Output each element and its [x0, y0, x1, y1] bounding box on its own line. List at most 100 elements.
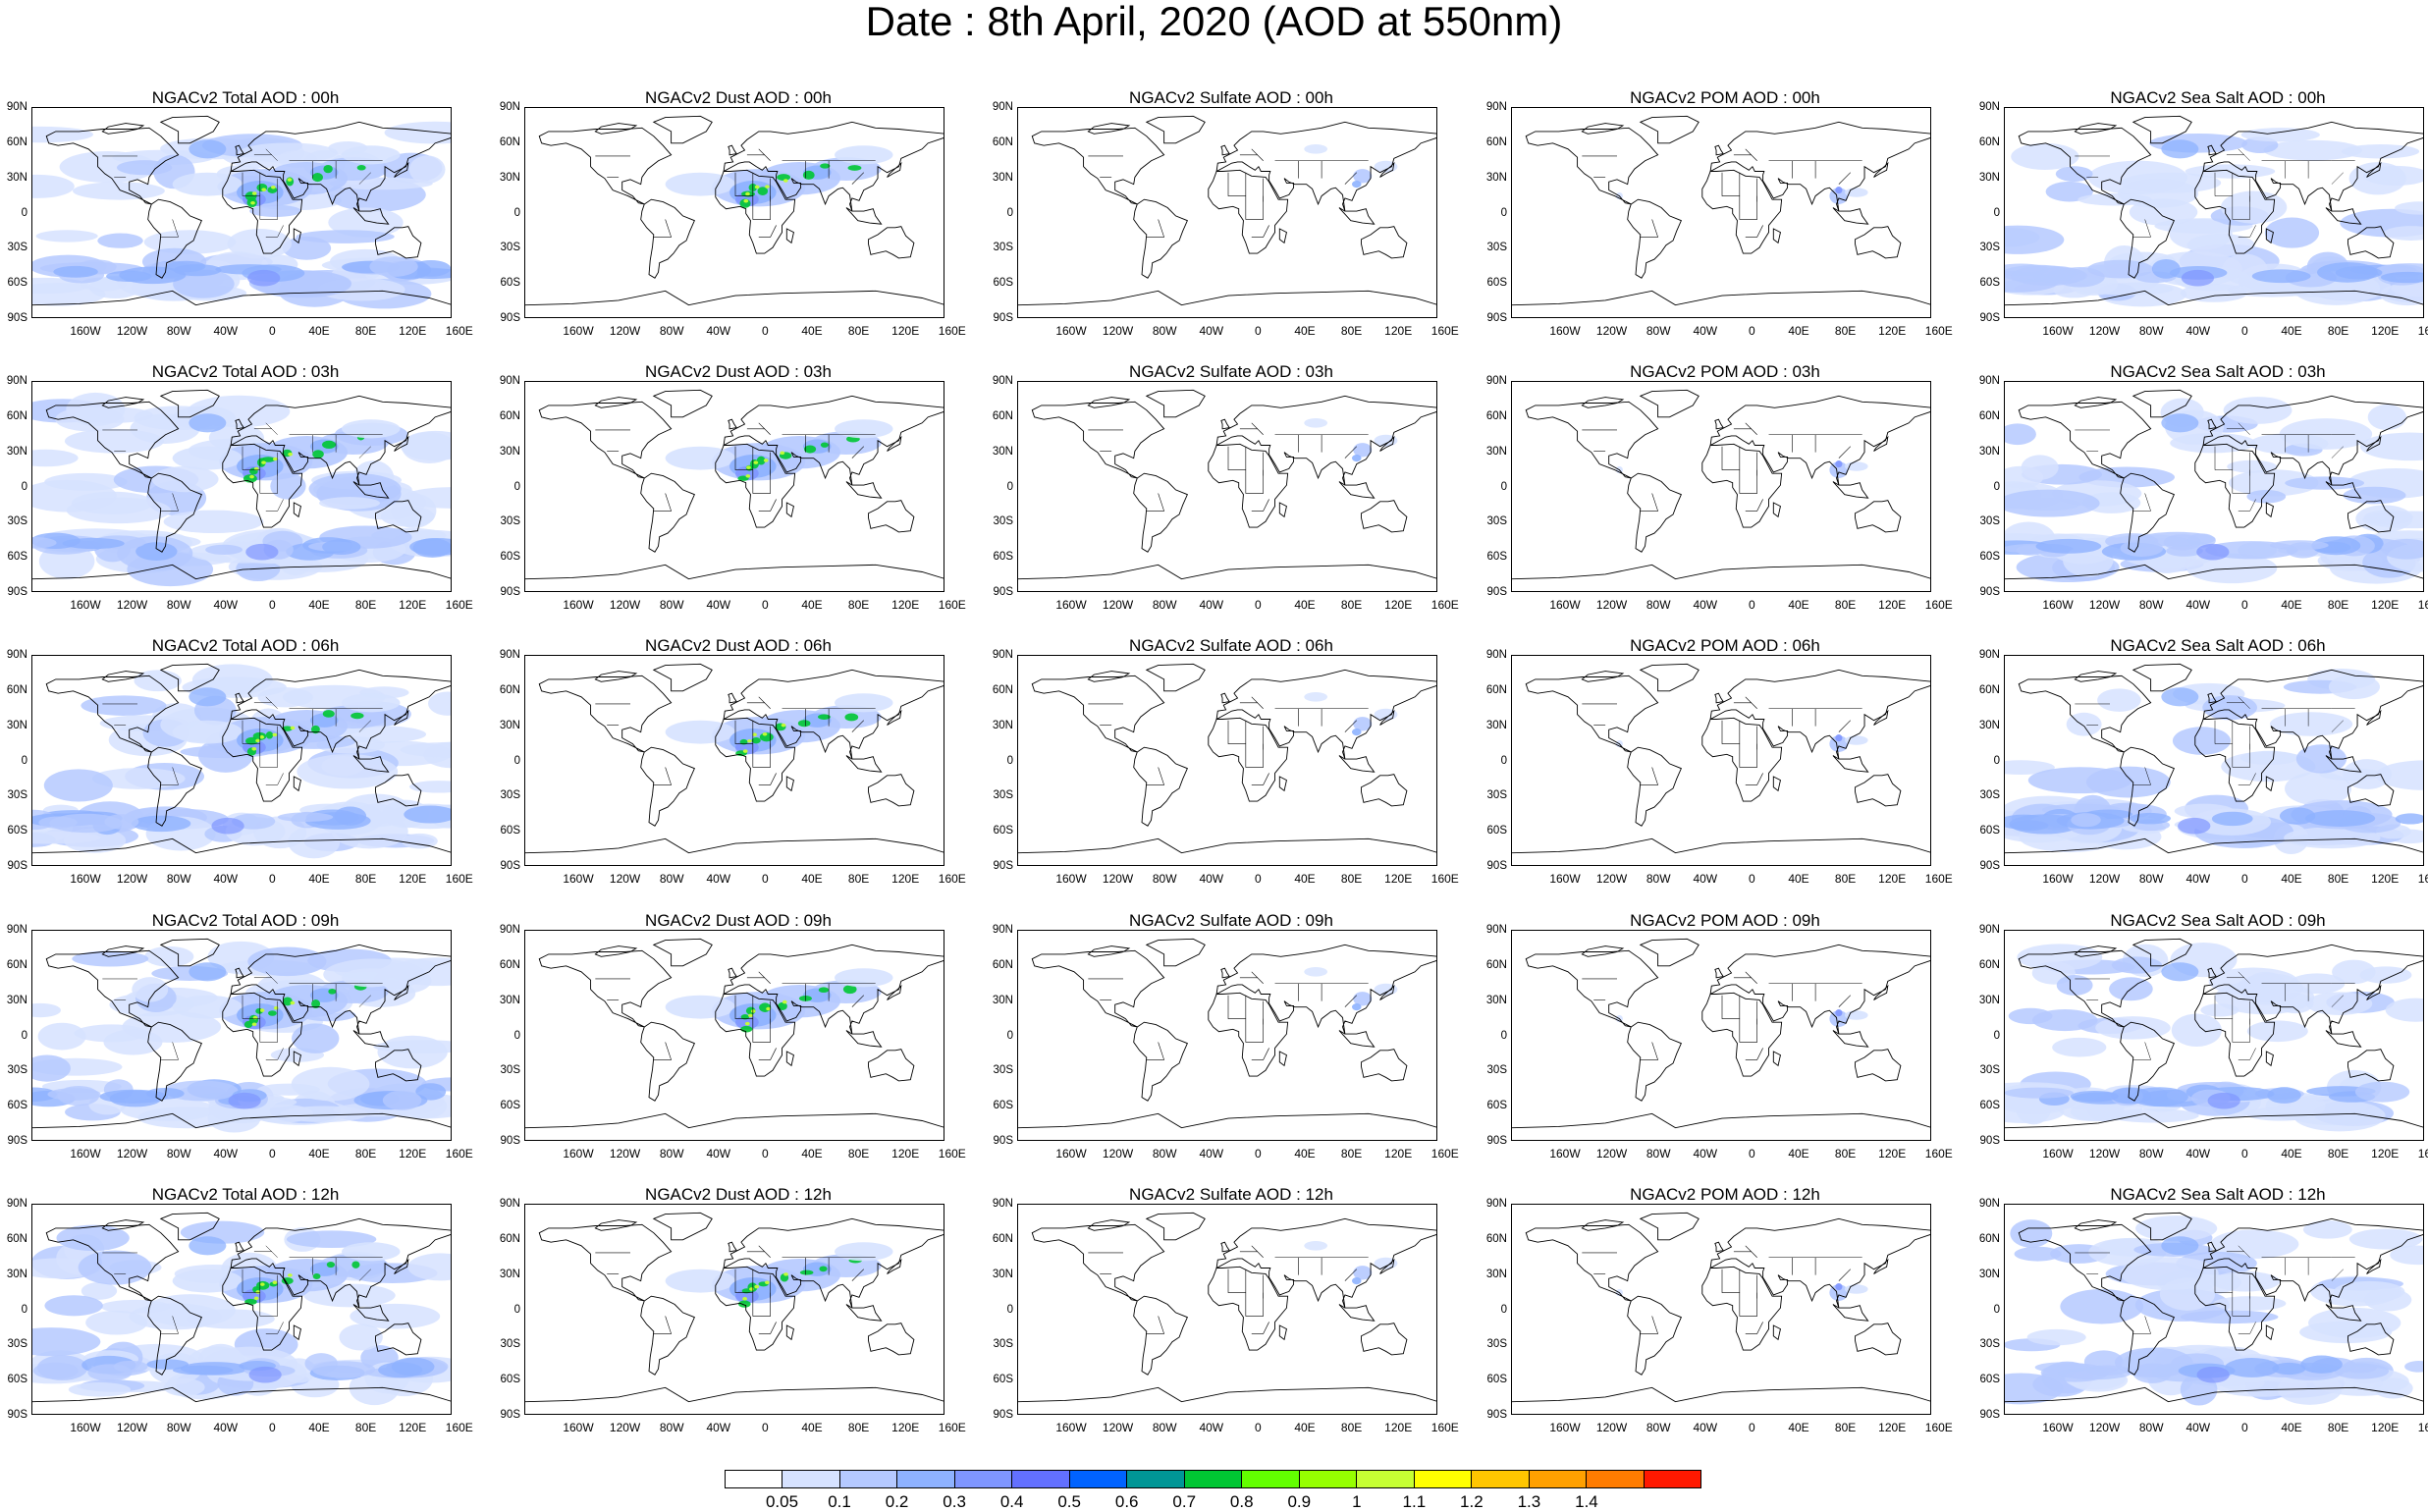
latitude-tick-label: 30N — [1485, 994, 1507, 1006]
longitude-tick-label: 0 — [2241, 872, 2248, 886]
longitude-tick-label: 40E — [308, 872, 330, 886]
latitude-tick-label: 30S — [993, 1338, 1013, 1351]
latitude-tick-label: 90N — [499, 924, 520, 936]
latitude-tick-label: 0 — [21, 1029, 27, 1042]
longitude-tick-label: 160W — [1549, 598, 1581, 612]
longitude-tick-label: 40W — [1693, 598, 1718, 612]
longitude-tick-label: 160W — [1055, 1421, 1087, 1434]
latitude-tick-label: 60S — [7, 1100, 27, 1112]
latitude-tick-label: 90N — [499, 649, 520, 661]
colorbar-label: 1.1 — [1402, 1492, 1427, 1511]
colorbar-swatch — [1529, 1471, 1588, 1487]
latitude-tick-label: 30N — [1485, 719, 1507, 731]
aod-field — [2005, 1212, 2423, 1406]
longitude-tick-label: 80E — [1834, 598, 1857, 612]
longitude-tick-label: 40W — [1693, 1147, 1718, 1161]
latitude-tick-label: 60N — [1485, 958, 1507, 971]
longitude-tick-label: 80W — [1152, 1421, 1177, 1434]
latitude-tick-label: 90S — [993, 860, 1013, 872]
longitude-tick-label: 80W — [1646, 324, 1671, 338]
latitude-tick-label: 90N — [1485, 924, 1507, 936]
panel-title: NGACv2 Sulfate AOD : 03h — [1129, 362, 1333, 381]
latitude-tick-label: 0 — [513, 206, 520, 219]
longitude-tick-label: 120E — [891, 598, 920, 612]
longitude-tick-label: 120E — [1878, 872, 1907, 886]
aod-field — [32, 663, 451, 859]
colorbar-swatch — [1012, 1471, 1070, 1487]
colorbar-swatch — [1299, 1471, 1358, 1487]
latitude-tick-label: 30S — [7, 789, 27, 802]
longitude-tick-label: 120E — [399, 1147, 427, 1161]
latitude-tick-label: 60S — [1979, 1100, 2000, 1112]
colorbar-label: 0.2 — [885, 1492, 909, 1511]
latitude-tick-label: 90S — [1979, 312, 2000, 324]
latitude-tick-label: 90S — [993, 312, 1013, 324]
latitude-tick-label: 60N — [1978, 683, 2000, 696]
latitude-tick-label: 90N — [1485, 649, 1507, 661]
latitude-tick-label: 90S — [993, 1135, 1013, 1147]
longitude-tick-label: 160E — [445, 598, 473, 612]
panel-title: NGACv2 Total AOD : 09h — [151, 911, 340, 930]
aod-field — [1018, 938, 1436, 1129]
latitude-tick-label: 0 — [1006, 1303, 1013, 1316]
aod-field — [525, 938, 944, 1129]
longitude-tick-label: 160E — [445, 1421, 473, 1434]
latitude-tick-label: 90S — [500, 1409, 520, 1421]
longitude-tick-label: 120E — [1878, 598, 1907, 612]
longitude-tick-label: 120E — [1384, 1147, 1413, 1161]
latitude-tick-label: 60N — [992, 135, 1013, 148]
longitude-tick-label: 40E — [2281, 1147, 2302, 1161]
longitude-tick-label: 160E — [1924, 872, 1953, 886]
longitude-tick-label: 80E — [2327, 872, 2349, 886]
latitude-tick-label: 90N — [1978, 375, 2000, 387]
colorbar-swatch — [1644, 1471, 1700, 1487]
colorbar-swatch — [954, 1471, 1013, 1487]
latitude-tick-label: 60S — [1486, 551, 1507, 564]
longitude-tick-label: 160E — [445, 1147, 473, 1161]
longitude-tick-label: 160E — [445, 872, 473, 886]
longitude-tick-label: 0 — [1255, 1421, 1262, 1434]
latitude-tick-label: 60N — [499, 958, 520, 971]
aod-field — [525, 115, 944, 306]
aod-field — [1512, 1212, 1930, 1403]
panel-title: NGACv2 Sea Salt AOD : 03h — [2110, 362, 2326, 381]
aod-map — [2004, 1204, 2424, 1415]
longitude-tick-label: 40E — [308, 598, 330, 612]
longitude-tick-label: 160E — [445, 324, 473, 338]
longitude-tick-label: 80W — [166, 598, 191, 612]
longitude-tick-label: 80W — [1152, 872, 1177, 886]
latitude-tick-label: 30N — [499, 171, 520, 184]
latitude-tick-label: 60S — [1979, 1374, 2000, 1386]
longitude-tick-label: 40W — [2185, 324, 2211, 338]
longitude-tick-label: 40E — [308, 1421, 330, 1434]
latitude-tick-label: 90S — [1979, 1135, 2000, 1147]
latitude-tick-label: 0 — [1993, 206, 2000, 219]
longitude-tick-label: 160E — [2417, 324, 2428, 338]
aod-map — [1017, 1204, 1437, 1415]
latitude-tick-label: 90S — [1979, 860, 2000, 872]
longitude-tick-label: 120W — [116, 1147, 148, 1161]
longitude-tick-label: 120W — [2088, 872, 2121, 886]
longitude-tick-label: 40W — [1693, 872, 1718, 886]
latitude-tick-label: 90S — [993, 1409, 1013, 1421]
latitude-tick-label: 0 — [1500, 206, 1507, 219]
longitude-tick-label: 160W — [70, 1421, 101, 1434]
longitude-tick-label: 80W — [2138, 1421, 2164, 1434]
latitude-tick-label: 30N — [6, 994, 27, 1006]
latitude-tick-label: 60S — [993, 1100, 1013, 1112]
longitude-tick-label: 160W — [563, 872, 594, 886]
map-panel: NGACv2 Total AOD : 09h 90N 60N 30N 0 30S 60S 90… — [0, 911, 491, 1174]
longitude-tick-label: 40W — [213, 1421, 239, 1434]
longitude-tick-label: 40E — [308, 1147, 330, 1161]
latitude-tick-label: 60S — [1979, 551, 2000, 564]
colorbar-label: 0.6 — [1114, 1492, 1139, 1511]
latitude-tick-label: 60S — [993, 277, 1013, 290]
longitude-tick-label: 80W — [166, 872, 191, 886]
longitude-tick-label: 120E — [2371, 598, 2400, 612]
longitude-tick-label: 40W — [1199, 1147, 1224, 1161]
map-panel: NGACv2 Sulfate AOD : 09h 90N 60N 30N 0 30S 60S… — [986, 911, 1477, 1174]
aod-field — [1018, 115, 1436, 306]
panel-title: NGACv2 Total AOD : 06h — [151, 636, 340, 655]
longitude-tick-label: 40W — [213, 598, 239, 612]
longitude-tick-label: 80W — [659, 872, 684, 886]
